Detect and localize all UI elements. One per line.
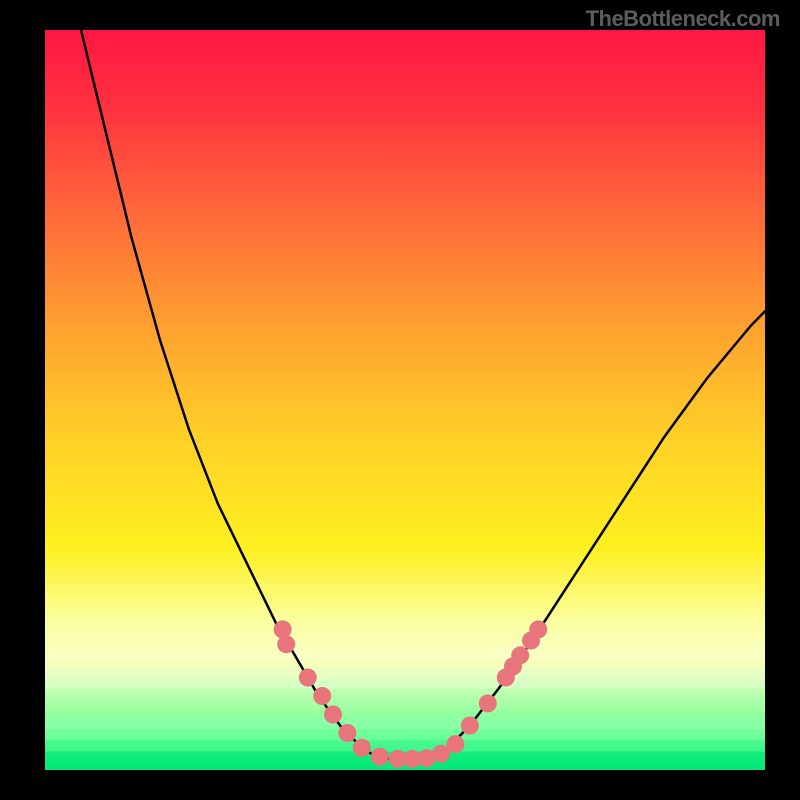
watermark-text: TheBottleneck.com [586, 6, 780, 32]
chart-svg [0, 0, 800, 800]
bottleneck-chart: TheBottleneck.com [0, 0, 800, 800]
